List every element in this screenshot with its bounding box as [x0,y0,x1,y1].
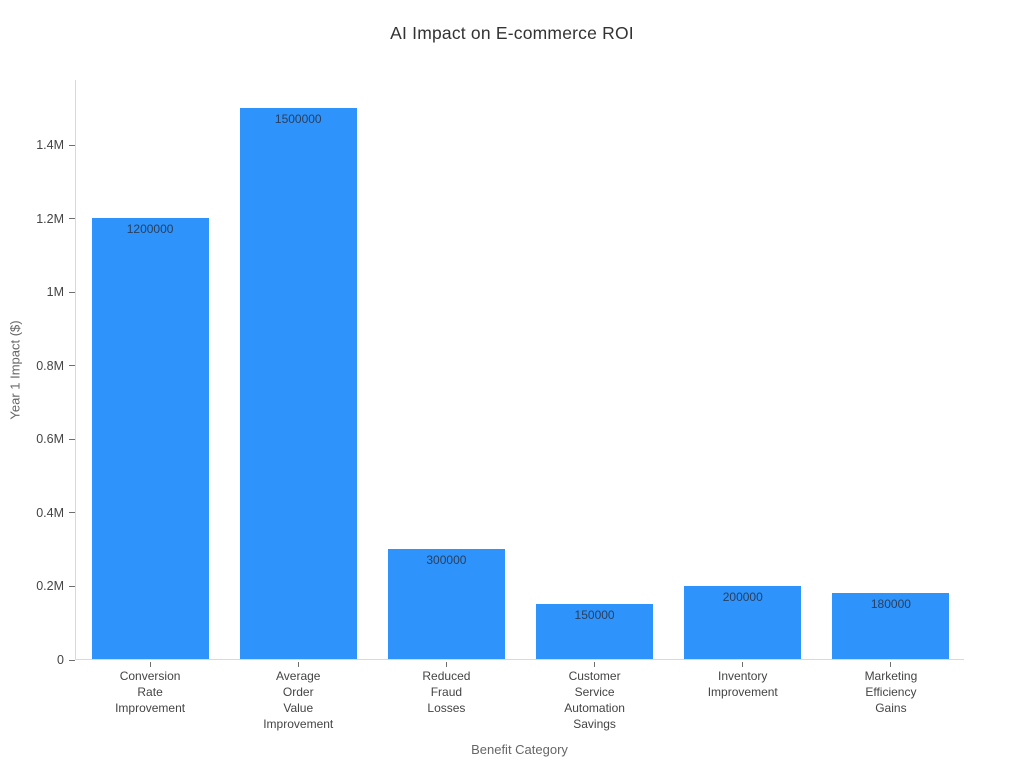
bar-value-label: 1500000 [274,111,322,126]
y-tick-mark [69,438,75,440]
x-axis-title: Benefit Category [471,742,568,757]
bar: 150000 [536,603,654,659]
x-tick-label: Marketing Efficiency Gains [864,669,918,715]
x-tick-label: Inventory Improvement [707,669,778,699]
x-tick-label: Customer Service Automation Savings [564,669,625,731]
bar-value-label: 180000 [870,596,911,611]
y-tick-mark [69,144,75,146]
y-tick-mark [69,218,75,220]
x-tick-mark [297,662,299,667]
y-tick-label: 0.8M [36,358,64,373]
bar-value-label: 200000 [722,589,763,604]
y-tick-label: 0 [57,653,64,667]
x-tick-label: Average Order Value Improvement [263,669,334,731]
plot-area: 0 0.2M 0.4M 0.6M 0.8M 1M 1.2M 1.4M 1200000 Conver… [36,80,964,731]
x-tick-mark [742,662,744,667]
x-tick-mark [149,662,151,667]
x-tick-label: Conversion Rate Improvement [115,669,186,715]
bar: 1500000 [239,107,357,659]
bar: 180000 [832,592,950,659]
x-tick-mark [890,662,892,667]
y-tick-mark [69,365,75,367]
x-tick-mark [445,662,447,667]
y-tick-mark [69,291,75,293]
y-tick-mark [69,659,75,661]
y-tick-label: 0.2M [36,579,64,594]
x-tick-mark [594,662,596,667]
y-tick-label: 1.2M [36,211,64,226]
bar: 300000 [387,548,505,659]
bar-value-label: 150000 [574,607,615,622]
bar-value-label: 1200000 [126,221,174,236]
y-tick-mark [69,512,75,514]
bar: 1200000 [91,217,209,659]
y-tick-label: 1M [46,285,64,300]
y-tick-mark [69,585,75,587]
bar-value-label: 300000 [426,552,467,567]
y-tick-label: 1.4M [36,138,64,153]
bar: 200000 [684,585,802,659]
y-tick-label: 0.4M [36,505,64,520]
x-tick-label: Reduced Fraud Losses [422,669,471,715]
y-tick-label: 0.6M [36,432,64,447]
chart-title: AI Impact on E-commerce ROI [390,23,634,43]
